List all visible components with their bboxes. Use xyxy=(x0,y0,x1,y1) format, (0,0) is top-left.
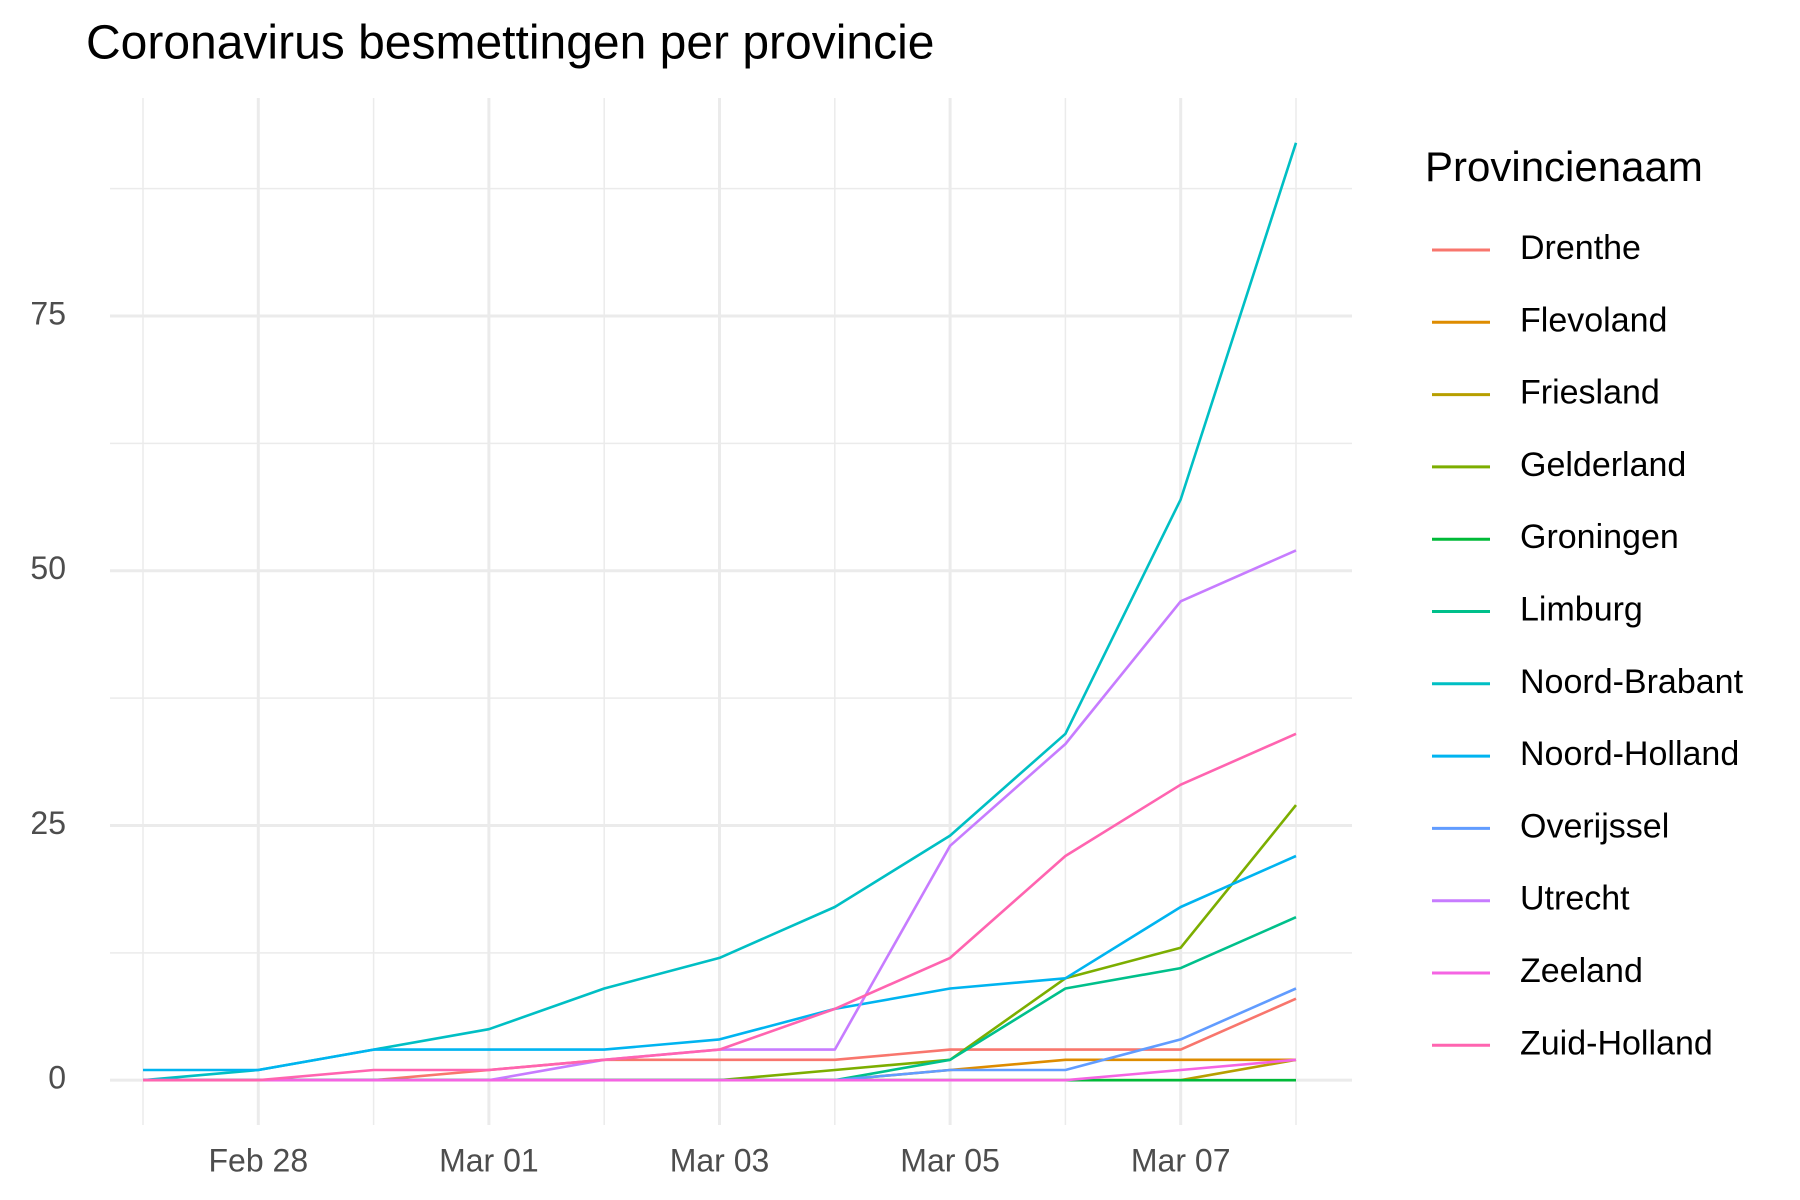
legend-label: Utrecht xyxy=(1520,880,1630,918)
legend-label: Groningen xyxy=(1520,518,1679,556)
chart-title: Coronavirus besmettingen per provincie xyxy=(86,17,934,70)
series-line xyxy=(143,854,1297,1072)
x-tick-label: Mar 01 xyxy=(439,1142,539,1178)
x-tick-label: Feb 28 xyxy=(208,1142,308,1178)
legend-label: Zeeland xyxy=(1520,952,1643,990)
x-tick-label: Mar 05 xyxy=(900,1142,1000,1178)
legend-label: Zuid-Holland xyxy=(1520,1024,1713,1062)
series-line xyxy=(143,1058,1297,1082)
legend-label: Friesland xyxy=(1520,374,1660,412)
x-tick-label: Mar 07 xyxy=(1131,1142,1231,1178)
legend-label: Drenthe xyxy=(1520,229,1641,267)
series-line xyxy=(143,732,1297,1082)
legend-title: Provincienaam xyxy=(1425,143,1703,190)
y-tick-label: 25 xyxy=(30,805,66,841)
legend-label: Noord-Holland xyxy=(1520,735,1739,773)
y-tick-label: 50 xyxy=(30,550,66,586)
y-tick-label: 75 xyxy=(30,295,66,331)
legend-label: Limburg xyxy=(1520,590,1643,628)
legend-label: Flevoland xyxy=(1520,301,1667,339)
legend-label: Gelderland xyxy=(1520,446,1686,484)
legend-label: Noord-Brabant xyxy=(1520,663,1744,701)
y-tick-label: 0 xyxy=(48,1060,66,1096)
x-tick-label: Mar 03 xyxy=(670,1142,770,1178)
legend-label: Overijssel xyxy=(1520,807,1669,845)
